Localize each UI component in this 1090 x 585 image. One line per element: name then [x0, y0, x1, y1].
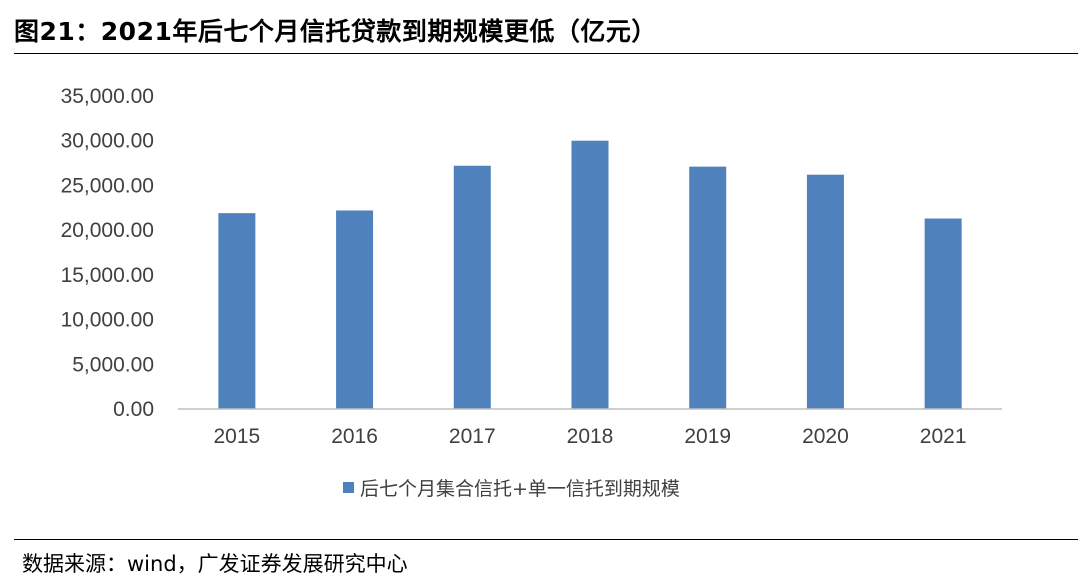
- legend: 后七个月集合信托+单一信托到期规模: [343, 478, 680, 500]
- bar-2018: [571, 140, 609, 409]
- x-tick-label: 2016: [331, 425, 378, 448]
- source-note: 数据来源：wind，广发证券发展研究中心: [22, 552, 408, 576]
- bar-2020: [806, 174, 844, 409]
- y-axis: 0.00 5,000.00 10,000.00 15,000.00 20,000.00 2…: [61, 85, 154, 421]
- footer-divider: [14, 539, 1078, 540]
- y-tick-label: 30,000.00: [61, 130, 154, 153]
- bar-2017: [453, 165, 491, 409]
- y-tick-label: 35,000.00: [61, 85, 154, 108]
- x-tick-label: 2020: [802, 425, 849, 448]
- y-tick-label: 25,000.00: [61, 174, 154, 197]
- y-tick-label: 15,000.00: [61, 264, 154, 287]
- y-tick-label: 20,000.00: [61, 219, 154, 242]
- bar-2015: [218, 213, 256, 409]
- x-tick-label: 2018: [567, 425, 614, 448]
- bar-2016: [336, 210, 374, 409]
- x-tick-label: 2019: [684, 425, 731, 448]
- legend-swatch: [343, 482, 354, 493]
- title-divider: [14, 53, 1078, 54]
- bar-2019: [689, 166, 727, 409]
- y-tick-label: 0.00: [113, 398, 154, 421]
- y-tick-label: 10,000.00: [61, 309, 154, 332]
- x-axis: 2015 2016 2017 2018 2019 2020 2021: [213, 425, 966, 448]
- y-tick-label: 5,000.00: [72, 353, 154, 376]
- bar-series: [218, 140, 962, 409]
- x-tick-label: 2015: [213, 425, 260, 448]
- bar-chart: 0.00 5,000.00 10,000.00 15,000.00 20,000.00 2…: [61, 85, 1002, 500]
- x-tick-label: 2017: [449, 425, 496, 448]
- chart-title: 图21：2021年后七个月信托贷款到期规模更低（亿元）: [14, 17, 657, 46]
- x-tick-label: 2021: [920, 425, 967, 448]
- bar-2021: [924, 218, 962, 409]
- legend-label: 后七个月集合信托+单一信托到期规模: [360, 478, 680, 500]
